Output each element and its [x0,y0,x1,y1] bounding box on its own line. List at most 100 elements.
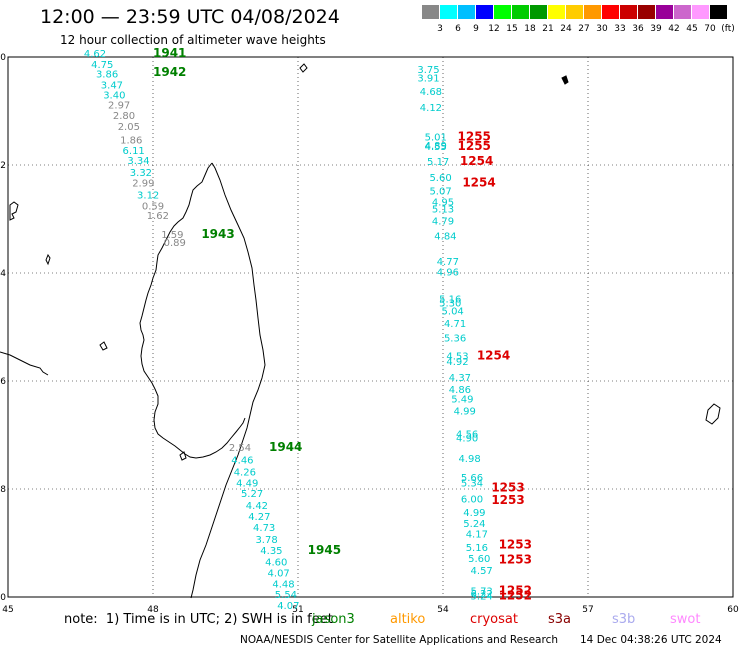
wave-height-label: 4.89 [425,141,447,152]
wave-height-label: 3.34 [127,156,149,167]
track-1255: 3.753.91 4.68 4.12 5.014.894.55 5.17 5.60 5.07… [417,65,532,603]
wave-height-label: 4.77 [437,257,459,268]
wave-height-label: 6.00 [461,495,483,506]
lat-tick-label: -16 [0,377,6,387]
wave-height-label: 4.49 [236,478,258,489]
satellite-s3a: s3a [548,612,572,627]
wave-height-label: 4.46 [231,456,253,467]
lat-tick-label: -12 [0,161,6,171]
wave-height-label: 4.95 [432,198,454,209]
wave-height-label: 6.22 [471,589,493,600]
wave-height-label: 3.78 [255,535,277,546]
wave-height-label: 5.07 [429,187,451,198]
wave-height-label: 4.27 [248,512,270,523]
wave-height-label: 5.30 [439,298,461,309]
wave-height-label: 4.73 [253,523,275,534]
lon-tick-label: 48 [147,605,159,615]
pass-id-label: 1253 [499,553,532,567]
wave-height-label: 5.17 [427,157,449,168]
color-scale-label: 18 [524,24,536,34]
wave-height-label: 4.07 [268,568,290,579]
wave-height-label: 5.66 [461,473,483,484]
color-scale-label: 39 [650,24,662,34]
axis-labels: 45 48 51 54 57 60 -10 -12 -14 -16 -18 -20 [0,53,739,615]
color-scale-label: 36 [632,24,644,34]
wave-height-label: 4.48 [272,579,294,590]
pass-id-label: 1252 [499,583,532,597]
color-swatch [620,5,637,19]
pass-id-label: 1941 [153,46,186,60]
wave-height-label: 4.99 [454,406,476,417]
wave-height-label: 4.99 [463,508,485,519]
wave-height-label: 4.84 [434,232,456,243]
wave-height-label: 4.56 [456,430,478,441]
mozambique-coast-fragment [0,351,49,376]
color-swatch [512,5,529,19]
wave-height-label: 5.16 [466,543,488,554]
islet-3 [99,341,108,351]
wave-height-label: 4.42 [246,501,268,512]
wave-height-label: 5.04 [442,307,464,318]
wave-height-label: 4.98 [458,454,480,465]
wave-height-label: 3.32 [130,168,152,179]
color-swatch [566,5,583,19]
wave-height-label: 1.86 [120,135,142,146]
satellite-tracks: 4.624.753.863.473.402.972.802.05 1.866.11… [84,46,532,612]
wave-height-label: 3.75 [417,65,439,76]
track-1943: 1.590.89 1943 [161,227,235,249]
wave-height-label: 2.97 [108,100,130,111]
color-scale-label: 45 [686,24,698,34]
color-scale-label: 24 [560,24,572,34]
wave-height-label: 4.92 [446,357,468,368]
wave-height-label: 4.86 [449,385,471,396]
wave-height-label: 5.01 [425,133,447,144]
lon-tick-label: 57 [582,605,593,615]
pass-id-label: 1944 [269,440,302,454]
pass-id-label: 1253 [499,537,532,551]
wave-height-label: 5.54 [275,590,297,601]
color-swatch [548,5,565,19]
wave-height-label: 3.12 [137,190,159,201]
color-scale-label: 30 [596,24,608,34]
wave-height-label: 4.37 [449,373,471,384]
wave-height-label: 5.49 [451,395,473,406]
wave-height-label: 4.68 [420,87,442,98]
wave-height-label: 3.40 [103,91,125,102]
wave-height-label: 3.86 [96,70,118,81]
page-title: 12:00 — 23:59 UTC 04/08/2024 [40,6,340,28]
coastline [0,63,721,599]
pass-id-label: 1254 [477,348,510,362]
color-scale-label: 70 [704,24,716,34]
seychelles-islet [561,75,569,85]
wave-height-label: 4.12 [420,103,442,114]
wave-height-label: 1.59 [161,230,183,241]
color-swatch [422,5,439,19]
comoros-island [9,201,19,221]
pass-id-label: 1945 [308,543,341,557]
islet-1 [179,451,187,461]
wave-height-label: 5.27 [241,489,263,500]
color-scale-label: 42 [668,24,680,34]
page-subtitle: 12 hour collection of altimeter wave hei… [60,33,326,47]
lon-tick-label: 45 [2,605,13,615]
wave-height-label: 6.11 [123,146,145,157]
color-scale-label: 15 [506,24,518,34]
satellite-altiko: altiko [390,612,426,627]
lon-tick-label: 54 [437,605,449,615]
wave-height-label: 5.24 [471,592,493,603]
wave-height-label: 5.73 [471,586,493,597]
lat-tick-label: -18 [0,485,6,495]
wave-height-label: 4.71 [444,319,466,330]
wave-height-label: 2.05 [118,122,140,133]
wave-height-label: 5.16 [439,295,461,306]
color-swatch [674,5,691,19]
wave-height-label: 2.99 [132,179,154,190]
satellite-jason3: jason3 [312,612,355,627]
wave-height-label: 4.57 [471,566,493,577]
wave-height-label: 2.80 [113,111,135,122]
wave-height-label: 1.62 [147,211,169,222]
timestamp-text: 14 Dec 04:38:26 UTC 2024 [580,634,722,646]
wave-height-label: 5.60 [429,173,451,184]
pass-id-label: 1252 [499,589,532,603]
